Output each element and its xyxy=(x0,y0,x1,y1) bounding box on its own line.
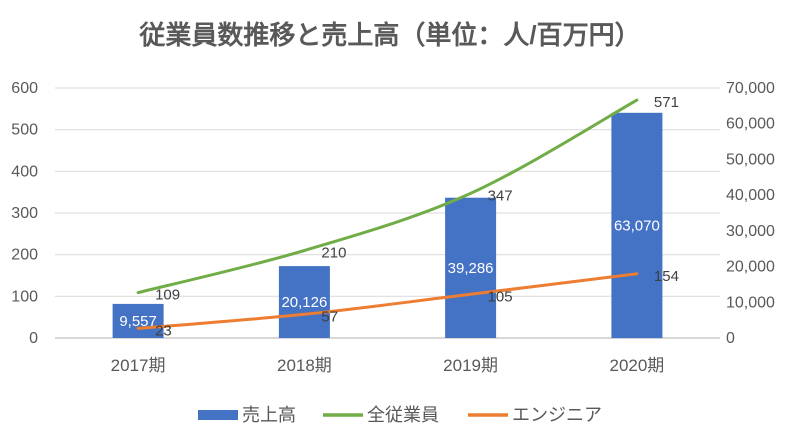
employees-line xyxy=(136,98,639,295)
right-axis-tick-label: 30,000 xyxy=(726,223,775,240)
line-data-label: 109 xyxy=(155,287,180,304)
engineers-line-series: 23 57 105 154 xyxy=(136,268,679,339)
left-axis: 0 100 200 300 400 500 600 xyxy=(11,80,38,347)
line-data-label: 347 xyxy=(488,187,513,204)
left-axis-tick-label: 500 xyxy=(11,122,38,139)
bar-data-label: 63,070 xyxy=(614,217,660,234)
legend-label: 全従業員 xyxy=(367,405,439,425)
right-axis-tick-label: 0 xyxy=(726,330,735,347)
left-axis-tick-label: 300 xyxy=(11,205,38,222)
legend: 売上高 全従業員 エンジニア xyxy=(198,405,602,425)
x-axis-category-label: 2018期 xyxy=(277,356,332,375)
x-axis: 2017期 2018期 2019期 2020期 xyxy=(111,356,665,375)
bar-data-label: 20,126 xyxy=(281,294,327,311)
bar-data-label: 39,286 xyxy=(448,260,494,277)
left-axis-tick-label: 600 xyxy=(11,80,38,97)
employees-line-series: 109 210 347 571 xyxy=(136,94,679,304)
left-axis-tick-label: 100 xyxy=(11,288,38,305)
legend-label: エンジニア xyxy=(512,405,602,425)
right-axis-tick-label: 50,000 xyxy=(726,151,775,168)
bar-series-売上高: 9,557 20,126 39,286 63,070 xyxy=(112,112,663,339)
legend-item-全従業員: 全従業員 xyxy=(323,405,439,425)
legend-label: 売上高 xyxy=(242,405,296,425)
line-data-label: 57 xyxy=(321,308,338,325)
bar-data-label: 9,557 xyxy=(119,313,157,330)
line-data-label: 154 xyxy=(654,268,679,285)
line-data-label: 105 xyxy=(488,288,513,305)
line-data-label: 210 xyxy=(321,245,346,262)
revenue-bar xyxy=(112,303,164,338)
x-axis-category-label: 2017期 xyxy=(111,356,166,375)
x-axis-category-label: 2020期 xyxy=(609,356,664,375)
left-axis-tick-label: 200 xyxy=(11,247,38,264)
legend-swatch-bar xyxy=(198,410,238,420)
right-axis-tick-label: 70,000 xyxy=(726,80,775,97)
line-data-label: 23 xyxy=(155,322,172,339)
left-axis-tick-label: 0 xyxy=(29,330,38,347)
gridlines xyxy=(55,87,720,297)
right-axis: 0 10,000 20,000 30,000 40,000 50,000 60,000 70,… xyxy=(726,80,775,347)
right-axis-tick-label: 40,000 xyxy=(726,187,775,204)
right-axis-tick-label: 20,000 xyxy=(726,259,775,276)
legend-item-売上高: 売上高 xyxy=(198,405,296,425)
right-axis-tick-label: 10,000 xyxy=(726,294,775,311)
engineers-line xyxy=(136,272,639,330)
revenue-bar xyxy=(278,266,330,338)
x-axis-category-label: 2019期 xyxy=(443,356,498,375)
revenue-bar xyxy=(445,197,497,338)
chart-title: 従業員数推移と売上高（単位：人/百万円） xyxy=(138,20,640,50)
left-axis-tick-label: 400 xyxy=(11,163,38,180)
line-data-label: 571 xyxy=(654,94,679,111)
legend-item-エンジニア: エンジニア xyxy=(468,405,602,425)
revenue-bar xyxy=(611,112,663,339)
right-axis-tick-label: 60,000 xyxy=(726,116,775,133)
